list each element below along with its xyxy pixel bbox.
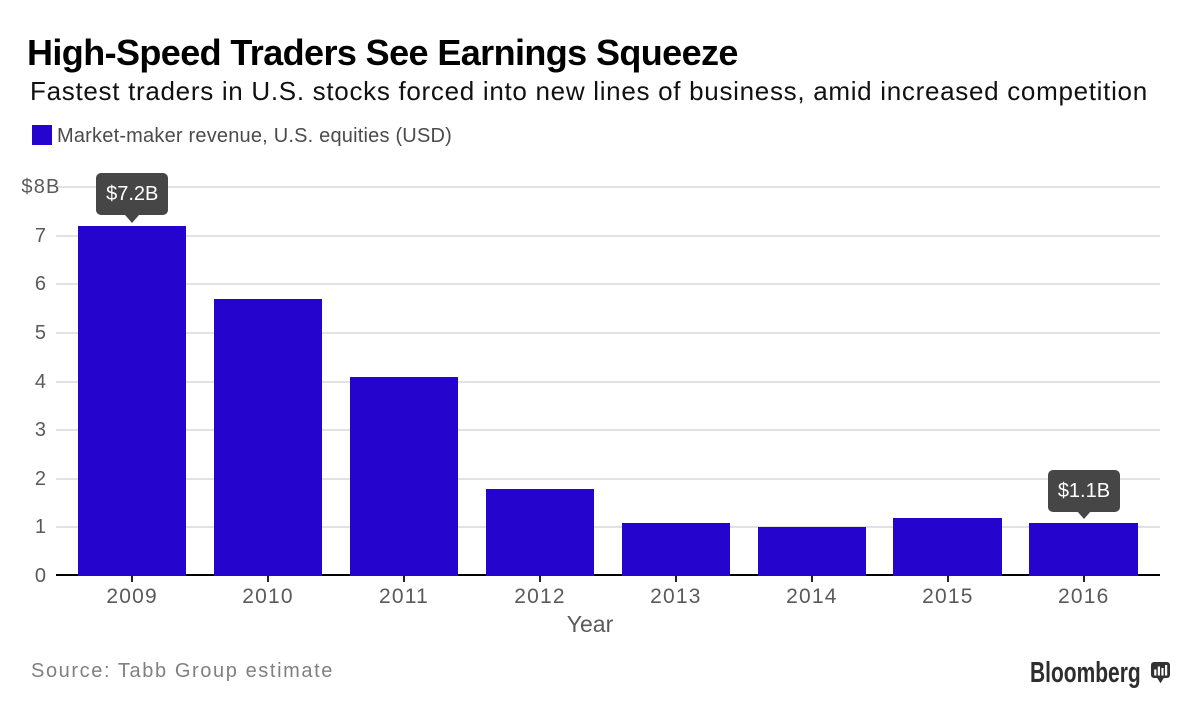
tooltip-tail-2016 [1076, 511, 1091, 520]
y-axis-label-3: 3 [34, 419, 48, 442]
x-axis-label-2014: 2014 [786, 585, 838, 608]
x-tick-2016 [1082, 576, 1085, 583]
legend-label: Market-maker revenue, U.S. equities (USD… [57, 125, 452, 147]
bar-2016[interactable] [1029, 522, 1139, 576]
bloomberg-chart-bubble-icon [1151, 661, 1171, 691]
bar-2009[interactable] [77, 226, 187, 576]
bar-2014[interactable] [757, 527, 867, 576]
x-tick-2010 [267, 576, 270, 583]
gridline-8 [56, 186, 1160, 189]
legend-swatch [32, 125, 52, 145]
x-tick-2013 [674, 576, 677, 583]
x-tick-2014 [810, 576, 813, 583]
bar-2010[interactable] [213, 298, 323, 576]
y-axis-label-5: 5 [34, 322, 48, 344]
x-axis-label-2016: 2016 [1058, 585, 1110, 608]
gridline-6 [56, 283, 1160, 286]
bar-2012[interactable] [485, 488, 595, 576]
x-tick-2009 [131, 576, 134, 583]
x-axis-line [56, 573, 1160, 576]
source-note: Source: Tabb Group estimate [31, 660, 334, 682]
x-axis-label-2012: 2012 [514, 585, 566, 608]
gridline-5 [56, 332, 1160, 334]
x-axis-title: Year [566, 611, 614, 637]
y-axis-label-6: 6 [34, 273, 48, 296]
x-axis-label-2009: 2009 [106, 585, 158, 608]
chart-subtitle: Fastest traders in U.S. stocks forced in… [30, 75, 1148, 106]
y-axis-label-2: 2 [34, 467, 48, 490]
gridline-7 [56, 234, 1160, 237]
x-axis-label-2015: 2015 [922, 585, 974, 608]
x-axis-label-2010: 2010 [242, 585, 294, 608]
x-axis-label-2013: 2013 [650, 585, 702, 608]
bloomberg-logo-text: Bloomberg [1030, 657, 1141, 689]
bar-2013[interactable] [621, 522, 731, 576]
y-axis-label-7: 7 [34, 224, 48, 247]
gridline-1 [56, 526, 1160, 529]
x-tick-2011 [403, 576, 406, 583]
x-tick-2012 [538, 576, 541, 583]
y-axis-label-8: $8B [21, 176, 61, 199]
tooltip-2009: $7.2B [96, 173, 169, 216]
y-axis-label-0: 0 [34, 565, 48, 587]
bar-2015[interactable] [893, 517, 1003, 576]
y-axis-label-4: 4 [34, 370, 48, 393]
bar-2011[interactable] [349, 376, 459, 576]
tooltip-tail-2009 [125, 214, 140, 223]
gridline-4 [56, 380, 1160, 383]
y-axis-label-1: 1 [34, 516, 48, 539]
x-axis-label-2011: 2011 [379, 585, 429, 608]
gridline-3 [56, 429, 1160, 432]
chart-title: High-Speed Traders See Earnings Squeeze [27, 31, 738, 73]
gridline-2 [56, 477, 1160, 480]
x-tick-2015 [946, 576, 949, 583]
tooltip-2016: $1.1B [1047, 469, 1121, 512]
